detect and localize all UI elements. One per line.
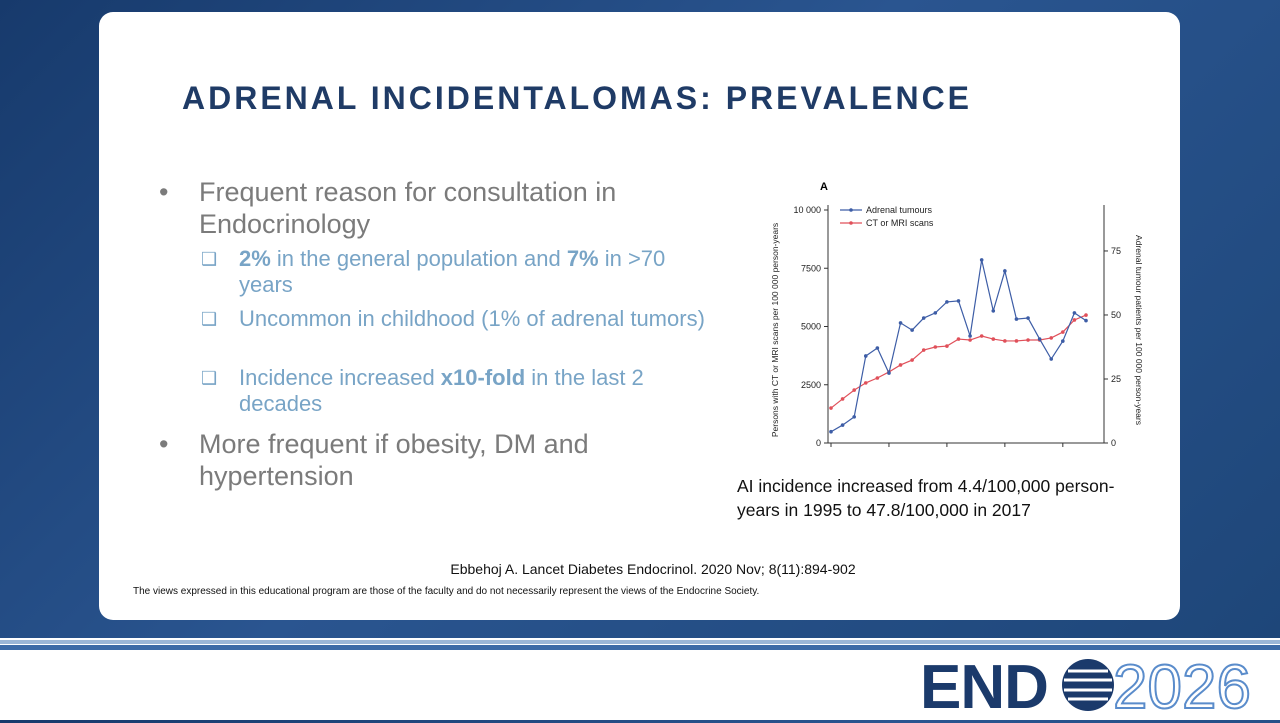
point bbox=[956, 299, 961, 303]
y-tick-label: 2500 bbox=[801, 380, 821, 390]
y-axis-label: Persons with CT or MRI scans per 100 000… bbox=[770, 223, 780, 437]
point bbox=[945, 344, 949, 348]
point bbox=[956, 337, 961, 341]
run: in the last 2 decades bbox=[239, 365, 644, 416]
point bbox=[991, 309, 996, 313]
y2-axis-label: Adrenal tumour patients per 100 000 pers… bbox=[1134, 235, 1144, 425]
point bbox=[921, 316, 926, 320]
point bbox=[875, 346, 880, 350]
point bbox=[1084, 318, 1088, 323]
disclaimer: The views expressed in this educational … bbox=[133, 586, 760, 597]
y2-tick-label: 50 bbox=[1111, 310, 1121, 320]
y-tick-label: 7500 bbox=[801, 263, 821, 273]
point bbox=[840, 397, 845, 401]
y2-tick-label: 0 bbox=[1111, 438, 1116, 448]
point bbox=[945, 300, 949, 304]
point bbox=[1049, 336, 1054, 340]
point bbox=[887, 371, 891, 375]
point bbox=[829, 406, 833, 410]
point bbox=[1072, 311, 1077, 315]
stripe bbox=[0, 645, 1280, 650]
point bbox=[875, 376, 880, 380]
point bbox=[1003, 269, 1007, 273]
point bbox=[979, 334, 984, 338]
point bbox=[852, 415, 856, 419]
y-tick-label: 10 000 bbox=[793, 205, 821, 215]
bullet: Frequent reason for consultation in Endo… bbox=[159, 176, 679, 240]
logo-text: 2026 bbox=[1112, 652, 1252, 723]
point bbox=[921, 348, 926, 352]
point bbox=[1061, 339, 1065, 343]
y2-tick-label: 75 bbox=[1111, 246, 1121, 256]
y-tick-label: 0 bbox=[816, 438, 821, 448]
point bbox=[898, 363, 903, 367]
point bbox=[979, 258, 984, 262]
caption: AI incidence increased from 4.4/100,000 … bbox=[737, 476, 1115, 520]
y2-tick-label: 25 bbox=[1111, 374, 1121, 384]
logo-text: END bbox=[920, 653, 1049, 722]
slide-title: ADRENAL INCIDENTALOMAS: PREVALENCE bbox=[182, 80, 973, 116]
point bbox=[910, 328, 914, 332]
point bbox=[1037, 337, 1042, 341]
bullet: More frequent if obesity, DM and hyperte… bbox=[159, 428, 679, 492]
point bbox=[968, 334, 972, 338]
point bbox=[991, 337, 996, 341]
run: in the general population and bbox=[270, 246, 567, 271]
point bbox=[968, 338, 972, 342]
point bbox=[1072, 318, 1077, 322]
legend-marker bbox=[849, 208, 853, 212]
point bbox=[840, 423, 845, 427]
point bbox=[933, 311, 938, 315]
sub-bullet: 2% in the general population and 7% in >… bbox=[201, 246, 709, 298]
legend-marker bbox=[849, 221, 853, 225]
point bbox=[829, 429, 833, 434]
point bbox=[1049, 357, 1054, 361]
series-line bbox=[830, 314, 1087, 409]
point bbox=[863, 354, 868, 358]
stripe bbox=[0, 640, 1280, 644]
run: Incidence increased bbox=[239, 365, 441, 390]
legend-label: CT or MRI scans bbox=[866, 218, 934, 228]
point bbox=[933, 345, 938, 349]
sub-bullet: Uncommon in childhood (1% of adrenal tum… bbox=[201, 306, 709, 332]
run: in >70 years bbox=[239, 246, 666, 297]
point bbox=[1003, 339, 1007, 343]
bold-run: 2% bbox=[239, 246, 271, 271]
citation: Ebbehoj A. Lancet Diabetes Endocrinol. 2… bbox=[450, 561, 856, 577]
point bbox=[852, 388, 856, 392]
point bbox=[898, 321, 903, 325]
point bbox=[1084, 313, 1088, 317]
run: Uncommon in childhood (1% of adrenal tum… bbox=[239, 306, 705, 331]
y-tick-label: 5000 bbox=[801, 322, 821, 332]
bold-run: 7% bbox=[566, 246, 599, 271]
point bbox=[1061, 330, 1065, 334]
point bbox=[1026, 338, 1030, 342]
point bbox=[1026, 316, 1030, 320]
panel-label: A bbox=[820, 181, 828, 193]
point bbox=[1014, 317, 1019, 321]
point bbox=[1014, 339, 1019, 343]
sub-bullet: Incidence increased x10-fold in the last… bbox=[201, 365, 709, 417]
legend-label: Adrenal tumours bbox=[866, 205, 933, 215]
point bbox=[910, 358, 914, 362]
series-line bbox=[830, 259, 1087, 433]
logo-globe bbox=[1062, 659, 1114, 711]
point bbox=[863, 381, 868, 385]
bold-run: x10-fold bbox=[440, 365, 526, 390]
